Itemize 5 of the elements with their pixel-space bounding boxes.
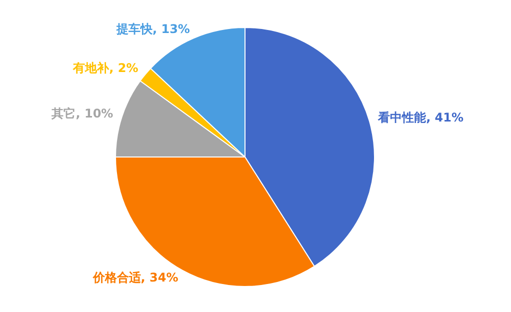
slice-label: 有地补, 2% [72, 60, 138, 75]
slice-label: 价格合适, 34% [92, 270, 178, 285]
slice-label: 提车快, 13% [116, 22, 190, 36]
slice-label: 看中性能, 41% [377, 110, 464, 124]
slice-label: 其它, 10% [50, 106, 114, 120]
